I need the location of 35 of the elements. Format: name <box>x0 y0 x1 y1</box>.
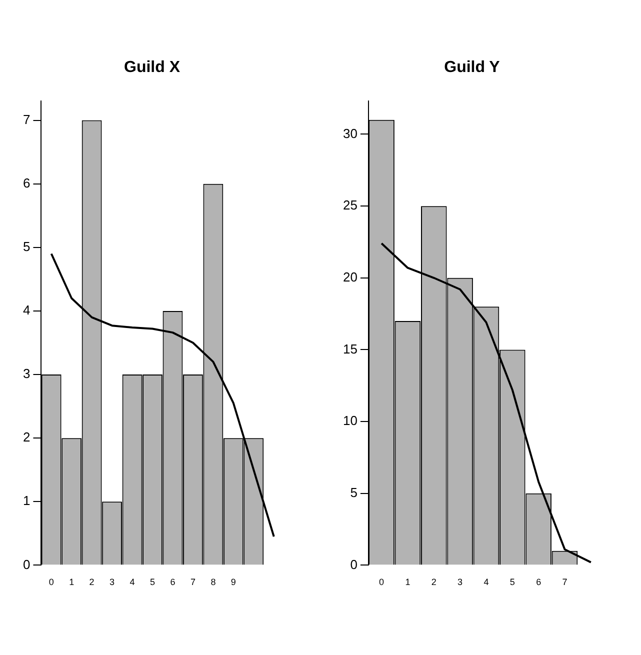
y-tick-label: 15 <box>342 341 358 356</box>
x-tick-label: 3 <box>458 577 463 588</box>
x-tick-label: 5 <box>150 577 156 588</box>
y-tick-label: 30 <box>342 126 358 141</box>
x-tick-label: 4 <box>484 577 489 588</box>
chart-title: Guild Y <box>444 59 500 76</box>
y-tick-label: 25 <box>342 198 358 213</box>
x-tick-label: 7 <box>190 577 196 588</box>
y-tick-label: 7 <box>22 112 30 127</box>
x-tick-label: 5 <box>510 577 515 588</box>
x-tick-label: 2 <box>431 577 436 588</box>
x-tick-label: 0 <box>379 577 384 588</box>
y-tick-label: 5 <box>22 238 30 254</box>
x-tick-label: 1 <box>69 577 74 588</box>
y-tick-label: 2 <box>22 430 30 445</box>
y-tick-label: 4 <box>22 302 30 318</box>
x-tick-label: 6 <box>536 577 542 588</box>
x-tick-label: 9 <box>230 577 236 588</box>
y-tick-label: 0 <box>350 556 358 572</box>
x-tick-label: 1 <box>405 577 410 588</box>
x-tick-label: 3 <box>110 577 115 588</box>
y-tick-label: 0 <box>22 556 30 572</box>
x-tick-label: 8 <box>210 577 216 588</box>
x-tick-label: 0 <box>48 577 54 588</box>
y-tick-label: 6 <box>22 175 30 190</box>
x-tick-label: 2 <box>89 577 94 588</box>
y-tick-label: 5 <box>350 484 358 500</box>
x-tick-label: 6 <box>170 577 176 588</box>
y-tick-label: 20 <box>342 269 358 284</box>
x-tick-label: 7 <box>562 577 568 588</box>
y-tick-label: 3 <box>22 366 30 382</box>
y-tick-label: 10 <box>342 413 358 428</box>
y-tick-label: 1 <box>22 493 30 508</box>
x-tick-label: 4 <box>130 577 135 588</box>
chart-title: Guild X <box>124 59 180 76</box>
